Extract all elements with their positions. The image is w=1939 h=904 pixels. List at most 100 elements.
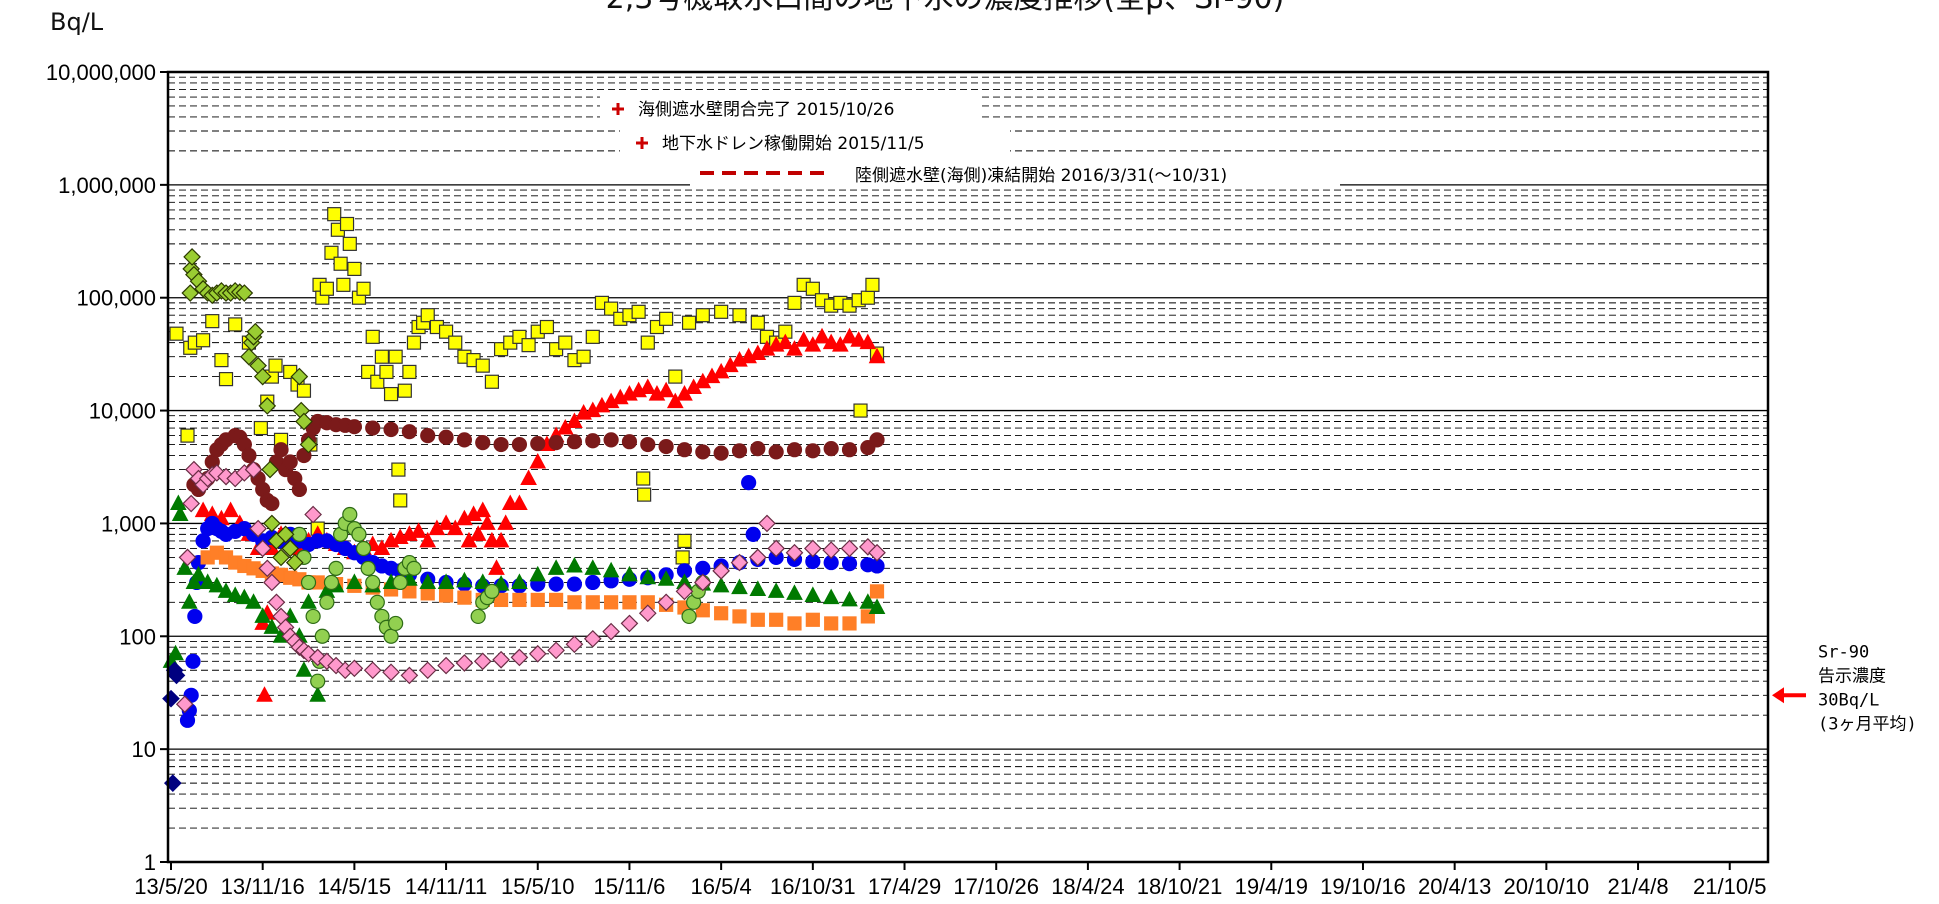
data-point: [681, 608, 697, 625]
data-point: [249, 519, 267, 538]
data-point: [604, 595, 619, 610]
data-point: [382, 663, 400, 682]
y-tick-label: 1,000,000: [58, 173, 156, 198]
data-point: [786, 584, 803, 600]
data-point: [171, 505, 189, 521]
data-point: [805, 443, 821, 459]
data-point: [548, 435, 564, 451]
reference-label: (3ヶ月平均): [1818, 714, 1917, 734]
data-point: [785, 543, 804, 562]
data-point: [868, 543, 886, 562]
data-point: [824, 616, 839, 631]
data-point: [530, 435, 546, 452]
data-point: [336, 277, 351, 292]
data-point: [383, 386, 399, 402]
data-point: [558, 335, 573, 350]
data-point: [181, 284, 200, 302]
data-point: [539, 319, 555, 335]
data-point: [397, 383, 412, 398]
data-point: [621, 565, 638, 582]
data-point: [865, 277, 880, 292]
data-point: [488, 559, 505, 575]
data-point: [363, 661, 382, 680]
x-tick-label: 15/5/10: [501, 874, 574, 899]
data-point: [860, 290, 875, 305]
data-point: [217, 582, 235, 598]
data-point: [254, 607, 272, 623]
data-point: [365, 329, 380, 344]
data-point: [267, 593, 286, 612]
data-point: [183, 248, 201, 266]
data-point: [475, 358, 490, 373]
data-point: [841, 590, 858, 607]
data-point: [695, 308, 710, 323]
data-point: [787, 295, 802, 310]
data-point: [510, 648, 529, 667]
x-tick-label: 20/10/10: [1504, 874, 1590, 899]
data-point: [497, 514, 515, 530]
data-point: [324, 245, 339, 260]
x-tick-label: 16/10/31: [770, 874, 856, 899]
data-point: [493, 436, 509, 453]
data-point: [180, 428, 195, 443]
data-point: [841, 556, 858, 572]
data-point: [418, 661, 437, 680]
data-point: [406, 335, 422, 350]
data-point: [448, 335, 463, 350]
data-point: [276, 525, 295, 544]
data-point: [181, 593, 198, 609]
data-point: [245, 593, 262, 609]
data-point: [658, 438, 674, 455]
reference-label: 30Bq/L: [1818, 690, 1879, 710]
data-point: [521, 338, 536, 353]
data-point: [345, 659, 364, 678]
data-point: [383, 628, 399, 644]
data-point: [639, 378, 657, 395]
data-point: [379, 364, 394, 380]
data-point: [420, 428, 436, 444]
data-point: [859, 333, 877, 350]
y-tick-label: 100: [119, 624, 156, 649]
data-point: [437, 656, 455, 675]
data-point: [438, 429, 454, 445]
data-point: [657, 593, 675, 612]
data-point: [776, 333, 794, 350]
data-point: [869, 584, 885, 599]
data-point: [713, 445, 729, 461]
data-point: [492, 650, 510, 669]
data-point: [805, 612, 820, 627]
data-point: [305, 608, 321, 625]
data-point: [246, 322, 265, 341]
data-point: [300, 574, 317, 591]
data-point: [236, 588, 253, 605]
y-tick-label: 100,000: [76, 286, 156, 311]
data-point: [253, 420, 268, 436]
data-point: [732, 308, 747, 323]
data-point: [456, 432, 473, 448]
data-point: [511, 436, 528, 453]
data-point: [456, 571, 473, 588]
data-point: [832, 336, 849, 352]
data-point: [310, 673, 326, 689]
data-point: [638, 604, 657, 623]
data-point: [268, 358, 283, 373]
data-point: [208, 576, 226, 593]
data-point: [549, 592, 564, 608]
x-tick-label: 19/10/16: [1320, 874, 1406, 899]
data-point: [813, 327, 831, 344]
chart-title: 2,3号機取水口間の地下水の濃度推移(全β、Sr-90): [606, 0, 1285, 16]
data-point: [668, 369, 683, 384]
data-point: [511, 494, 528, 511]
annotation-box: [600, 96, 980, 122]
data-point: [804, 586, 822, 602]
x-tick-label: 20/4/13: [1418, 874, 1491, 899]
data-point: [602, 622, 620, 641]
data-point: [226, 586, 244, 602]
x-axis: 13/5/20 13/11/16 14/5/15 14/11/11 15/5/10 15/…: [134, 862, 1766, 899]
data-point: [469, 525, 487, 541]
data-point: [478, 514, 496, 530]
data-point: [393, 493, 408, 508]
data-point: [675, 550, 690, 565]
data-point: [388, 349, 403, 364]
data-point: [585, 329, 600, 344]
